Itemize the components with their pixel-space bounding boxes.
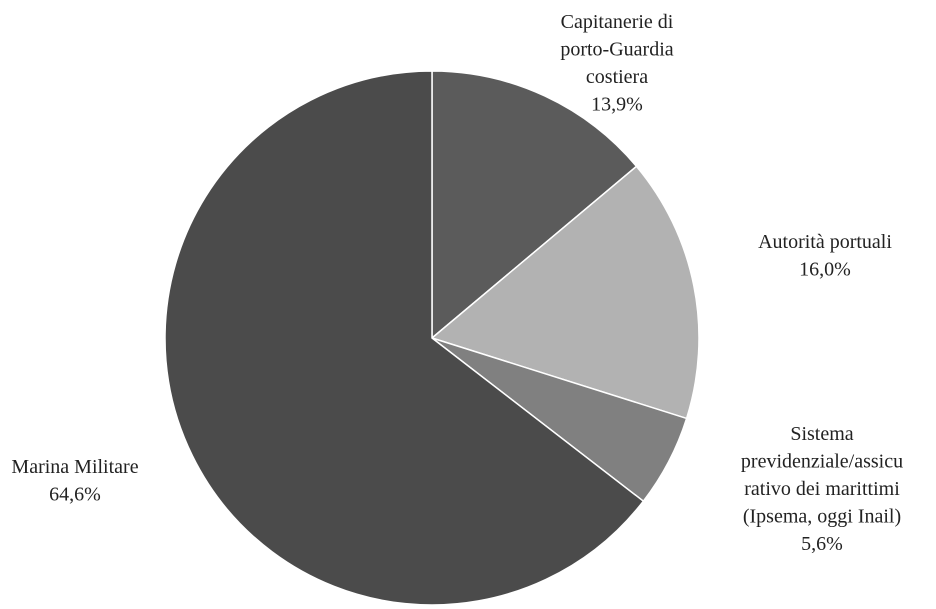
pie-slice (164, 70, 645, 606)
pie-slice (430, 165, 700, 420)
pie-slice (431, 70, 638, 340)
slice-value-label: 13,9% (591, 94, 643, 116)
slice-label: Marina Militare (11, 456, 138, 478)
slice-label: Autorità portuali (758, 231, 892, 253)
slice-value-label: 5,6% (801, 533, 843, 555)
slice-label: Capitanerie di porto-Guardia costiera (560, 11, 673, 88)
slice-label: Sistema previdenziale/assicu rativo dei ma… (741, 423, 903, 528)
slice-value-label: 16,0% (799, 259, 851, 281)
slice-value-label: 64,6% (49, 484, 101, 506)
